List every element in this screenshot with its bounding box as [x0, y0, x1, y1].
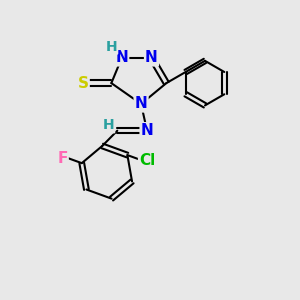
Text: N: N — [145, 50, 158, 65]
Text: H: H — [106, 40, 117, 54]
Text: H: H — [103, 118, 114, 132]
Text: F: F — [57, 151, 68, 166]
Text: N: N — [135, 96, 148, 111]
Text: S: S — [78, 76, 88, 91]
Text: N: N — [141, 123, 153, 138]
Text: Cl: Cl — [139, 153, 155, 168]
Text: N: N — [116, 50, 128, 65]
